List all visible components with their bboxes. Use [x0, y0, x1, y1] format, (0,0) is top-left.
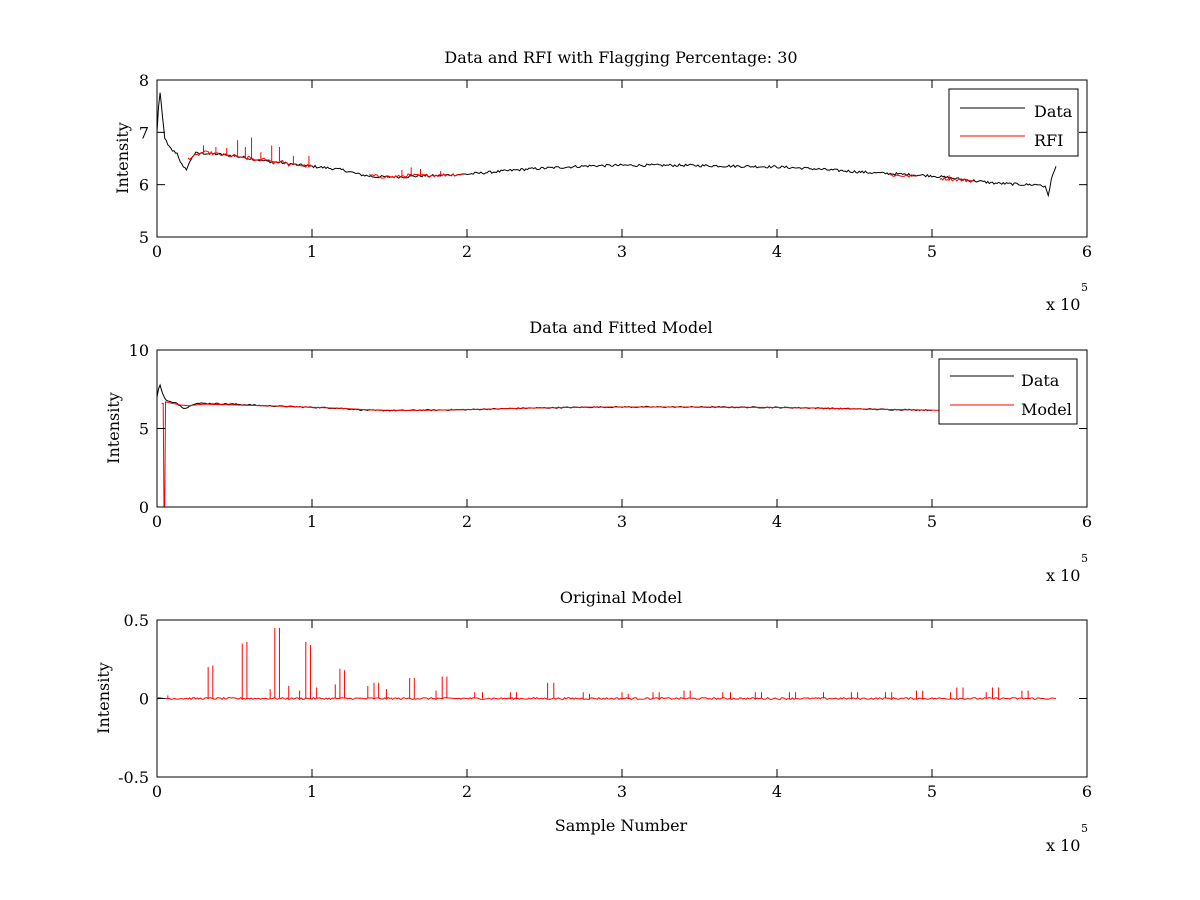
panel-1-series-rfi-segment-1 — [187, 150, 313, 169]
panel-3-x-tick-label-2: 1 — [307, 782, 317, 801]
panel-1-x-multiplier-exponent: 5 — [1081, 281, 1088, 294]
panel-1-x-tick-label-3: 2 — [462, 242, 472, 261]
panel-3-x-axis-label: Sample Number — [555, 816, 688, 835]
panel-3-y-tick-label-1: -0.5 — [118, 768, 149, 787]
panel-3-x-tick-label-1: 0 — [152, 782, 162, 801]
panel-3-x-tick-label-3: 2 — [462, 782, 472, 801]
panel-3: Original Model Intensity Sample Number x… — [94, 588, 1092, 855]
panel-1-x-tick-label-7: 6 — [1082, 242, 1092, 261]
panel-1-y-axis-label: Intensity — [113, 122, 132, 194]
panel-2-y-tick-label-1: 0 — [139, 498, 149, 517]
panel-1-x-tick-label-1: 0 — [152, 242, 162, 261]
panel-2-x-tick-label-2: 1 — [307, 512, 317, 531]
panel-2-x-tick-label-7: 6 — [1082, 512, 1092, 531]
panel-2-x-multiplier-exponent: 5 — [1081, 552, 1088, 565]
panel-1-x-tick-label-4: 3 — [617, 242, 627, 261]
panel-3-plot-area: 0 1 2 3 4 5 6-0.500.5 — [118, 611, 1092, 801]
panel-1-y-tick-label-3: 7 — [139, 123, 149, 142]
panel-2-x-tick-label-1: 0 — [152, 512, 162, 531]
panel-1-legend-box — [948, 88, 1079, 157]
panel-1-legend-label-rfi: RFI — [1034, 131, 1063, 150]
panel-1-legend-label-data: Data — [1034, 102, 1073, 121]
panel-2: Data and Fitted Model Intensity x 10 5 0… — [104, 318, 1092, 585]
panel-3-title: Original Model — [560, 588, 682, 607]
panel-3-x-multiplier-exponent: 5 — [1081, 822, 1088, 835]
panel-3-x-tick-label-4: 3 — [617, 782, 627, 801]
panel-1-y-tick-label-1: 5 — [139, 228, 149, 247]
panel-1-series-rfi-segment-3 — [889, 173, 917, 178]
panel-2-series-model-line — [161, 401, 940, 507]
panel-1-series-group — [157, 92, 1057, 198]
panel-2-x-tick-label-6: 5 — [927, 512, 937, 531]
panel-3-series-group — [157, 627, 1057, 701]
panel-2-x-multiplier: x 10 — [1046, 566, 1080, 585]
panel-1-series-data-line — [157, 92, 1057, 198]
panel-2-y-axis-label: Intensity — [104, 392, 123, 464]
panel-3-x-tick-label-7: 6 — [1082, 782, 1092, 801]
panel-2-x-tick-label-4: 3 — [617, 512, 627, 531]
panel-2-legend-label-data: Data — [1021, 371, 1060, 390]
panel-2-y-tick-label-3: 10 — [129, 341, 149, 360]
panel-2-legend[interactable]: Data Model — [938, 358, 1078, 425]
panel-2-plot-area: 0 1 2 3 4 5 6 0 5 10 — [129, 341, 1092, 531]
panel-3-y-tick-label-2: 0 — [139, 690, 149, 709]
panel-1-x-multiplier: x 10 — [1046, 295, 1080, 314]
panel-2-title: Data and Fitted Model — [529, 318, 712, 337]
panel-1-x-tick-label-5: 4 — [772, 242, 782, 261]
panel-3-y-axis-label: Intensity — [94, 662, 113, 734]
panel-1-plot-area: 0 1 2 3 4 5 6 5 6 7 8 — [139, 71, 1092, 261]
panel-1-x-tick-label-6: 5 — [927, 242, 937, 261]
panel-2-x-tick-label-5: 4 — [772, 512, 782, 531]
panel-1-x-tick-label-2: 1 — [307, 242, 317, 261]
panel-2-legend-label-model: Model — [1021, 400, 1072, 419]
panel-3-x-multiplier: x 10 — [1046, 836, 1080, 855]
panel-1-y-tick-label-2: 6 — [139, 176, 149, 195]
panel-1-series-rfi-segment-4 — [939, 176, 974, 183]
panel-3-y-tick-label-3: 0.5 — [124, 611, 149, 630]
panel-3-x-tick-label-5: 4 — [772, 782, 782, 801]
panel-1: Data and RFI with Flagging Percentage: 3… — [113, 48, 1092, 314]
panel-1-legend[interactable]: Data RFI — [948, 88, 1079, 157]
panel-1-series-rfi-segment-2 — [369, 173, 463, 179]
panel-2-series-group — [157, 383, 940, 507]
panel-2-y-tick-label-2: 5 — [139, 420, 149, 439]
panel-2-legend-box — [938, 358, 1078, 425]
panel-1-y-tick-label-4: 8 — [139, 71, 149, 90]
panel-2-x-tick-label-3: 2 — [462, 512, 472, 531]
panel-3-series-model-baseline — [157, 696, 1057, 701]
panel-3-x-tick-label-6: 5 — [927, 782, 937, 801]
panel-1-title: Data and RFI with Flagging Percentage: 3… — [444, 48, 797, 67]
